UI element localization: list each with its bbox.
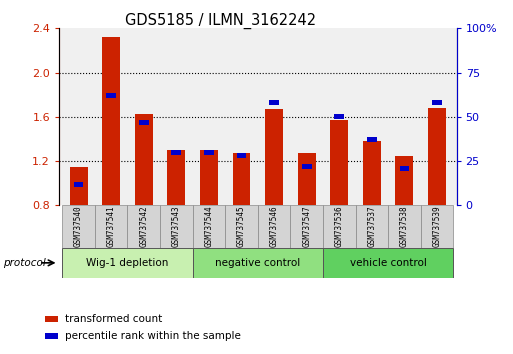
Bar — [323, 205, 356, 248]
Bar — [167, 150, 185, 205]
Bar — [45, 316, 58, 322]
Bar — [106, 93, 116, 98]
Text: GSM737545: GSM737545 — [237, 206, 246, 247]
Bar — [400, 166, 409, 171]
Text: transformed count: transformed count — [65, 314, 162, 324]
Text: GSM737541: GSM737541 — [107, 206, 115, 247]
Text: GSM737543: GSM737543 — [172, 206, 181, 247]
Bar — [139, 120, 149, 125]
Bar — [421, 205, 453, 248]
Bar — [62, 205, 95, 248]
Text: percentile rank within the sample: percentile rank within the sample — [65, 331, 241, 341]
Bar — [428, 108, 446, 205]
Text: GSM737537: GSM737537 — [367, 206, 377, 247]
Bar — [171, 150, 181, 155]
Bar — [302, 164, 311, 169]
Bar — [62, 248, 192, 278]
Bar — [330, 120, 348, 205]
Bar — [225, 205, 258, 248]
Bar — [323, 248, 453, 278]
Text: GSM737547: GSM737547 — [302, 206, 311, 247]
Bar — [160, 205, 192, 248]
Text: GSM737536: GSM737536 — [335, 206, 344, 247]
Text: Wig-1 depletion: Wig-1 depletion — [86, 258, 169, 268]
Bar — [396, 155, 413, 205]
Bar — [258, 205, 290, 248]
Text: vehicle control: vehicle control — [350, 258, 427, 268]
Bar — [290, 205, 323, 248]
Text: GSM737542: GSM737542 — [139, 206, 148, 247]
Bar — [432, 100, 442, 105]
Bar — [95, 205, 127, 248]
Bar — [232, 153, 250, 205]
Bar — [70, 167, 88, 205]
Bar — [363, 141, 381, 205]
Bar — [102, 37, 120, 205]
Text: GSM737546: GSM737546 — [269, 206, 279, 247]
Text: negative control: negative control — [215, 258, 301, 268]
Bar — [388, 205, 421, 248]
Bar — [200, 150, 218, 205]
Bar — [269, 100, 279, 105]
Bar — [127, 205, 160, 248]
Text: GDS5185 / ILMN_3162242: GDS5185 / ILMN_3162242 — [125, 12, 316, 29]
Bar — [298, 153, 315, 205]
Text: GSM737538: GSM737538 — [400, 206, 409, 247]
Bar — [236, 153, 246, 158]
Bar — [192, 248, 323, 278]
Bar — [356, 205, 388, 248]
Bar — [265, 109, 283, 205]
Text: GSM737544: GSM737544 — [204, 206, 213, 247]
Text: protocol: protocol — [3, 258, 45, 268]
Text: GSM737539: GSM737539 — [432, 206, 442, 247]
Bar — [74, 182, 84, 187]
Bar — [334, 114, 344, 119]
Bar — [204, 150, 214, 155]
Bar — [367, 137, 377, 142]
Bar — [192, 205, 225, 248]
Text: GSM737540: GSM737540 — [74, 206, 83, 247]
Bar — [45, 333, 58, 339]
Bar — [135, 114, 153, 205]
